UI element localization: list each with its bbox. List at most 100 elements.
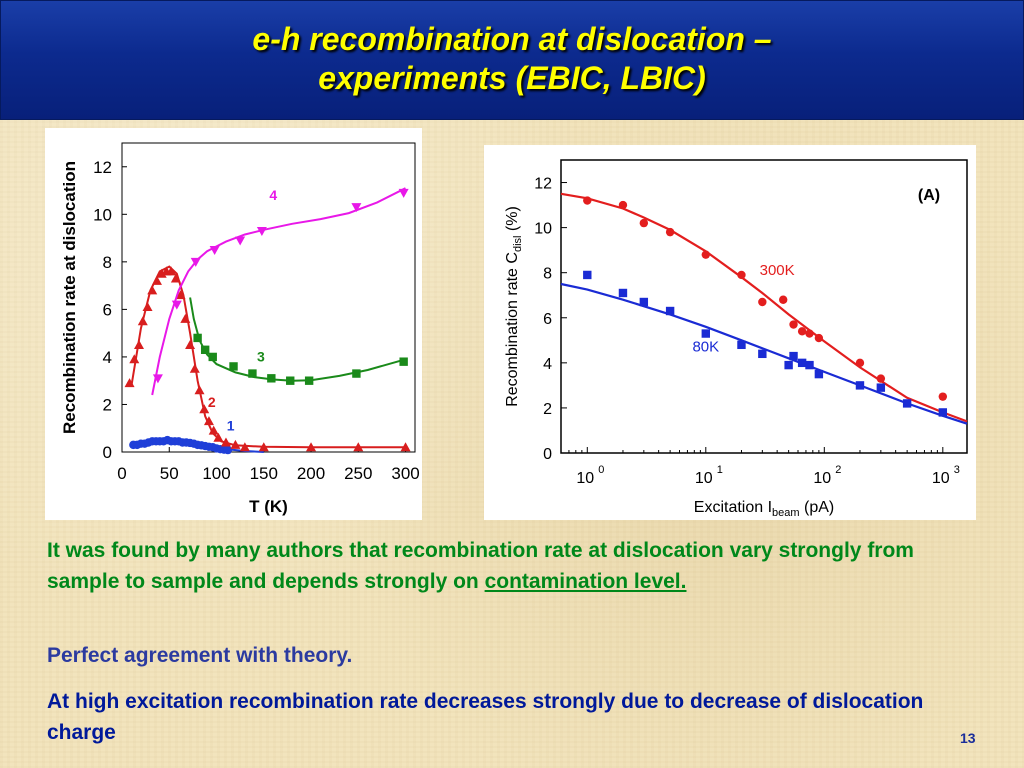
data-point-300K	[855, 358, 865, 368]
data-point-series-2	[353, 442, 364, 452]
data-point-series-1	[223, 445, 233, 455]
y-tick-label: 0	[543, 446, 552, 463]
x-tick-label: 10	[576, 470, 594, 487]
data-point-series-2	[208, 425, 219, 435]
y-axis-label: Recombination rate Cdisl (%)	[504, 206, 524, 407]
y-tick-label: 8	[103, 253, 112, 272]
fit-line-300K	[560, 192, 968, 423]
data-point-300K	[789, 320, 798, 329]
data-point-80K	[938, 408, 948, 417]
y-axis-label: Recombination rate at dislocation	[60, 161, 79, 434]
plot-frame	[121, 142, 416, 453]
plot-frame	[560, 159, 968, 454]
x-axis-label-main: Excitation I	[694, 499, 772, 516]
slide-header	[0, 0, 1024, 120]
data-point-series-3	[286, 376, 295, 385]
series-label-300K: 300K	[760, 262, 795, 279]
data-point-series-2	[189, 363, 200, 373]
fit-line-series-2	[130, 265, 406, 449]
data-point-series-3	[399, 357, 408, 366]
data-point-series-4	[152, 374, 163, 384]
data-point-80K	[701, 329, 710, 338]
data-point-series-3	[304, 376, 314, 385]
y-tick-label: 0	[103, 443, 112, 462]
data-point-series-2	[147, 285, 158, 295]
data-point-80K	[758, 349, 767, 359]
data-point-300K	[758, 297, 767, 307]
data-point-80K	[814, 369, 824, 379]
data-point-300K	[737, 270, 746, 280]
data-point-80K	[855, 381, 865, 390]
data-point-80K	[797, 358, 807, 368]
x-axis-label-unit: (pA)	[800, 499, 835, 516]
x-tick-label: 200	[297, 464, 325, 483]
x-tick-label: 300	[391, 464, 419, 483]
y-tick-label: 6	[103, 300, 112, 319]
y-axis-label-main: Recombination rate C	[504, 252, 521, 407]
contamination-level-underlined: contamination level.	[484, 570, 687, 593]
data-point-80K	[665, 306, 675, 316]
data-point-300K	[938, 392, 948, 401]
y-axis-label-sub: disl	[512, 236, 524, 253]
data-point-300K	[814, 333, 824, 343]
data-point-series-3	[208, 352, 217, 362]
x-tick-label: 10	[932, 470, 950, 487]
x-tick-label: 50	[160, 464, 179, 483]
paragraph-contamination-text: It was found by many authors that recomb…	[47, 539, 914, 593]
y-tick-label: 4	[103, 348, 112, 367]
x-tick-label: 250	[344, 464, 372, 483]
data-point-series-3	[200, 345, 210, 354]
x-tick-label: 10	[813, 470, 831, 487]
chart-excitation: 0 2 4 6 8 10 12 10 0 10 1 10 2 10 3 Excitation Ibeam (p…	[484, 145, 976, 520]
data-point-series-2	[203, 416, 214, 426]
data-point-series-2	[129, 354, 140, 364]
data-point-series-2	[175, 290, 186, 300]
data-point-300K	[805, 329, 814, 338]
x-axis-label: T (K)	[249, 497, 288, 516]
y-tick-label: 4	[543, 356, 552, 373]
data-point-80K	[737, 340, 746, 350]
data-point-series-2	[199, 404, 210, 414]
data-point-series-4	[256, 226, 267, 236]
data-point-300K	[701, 250, 710, 259]
data-point-80K	[805, 360, 814, 370]
y-axis-label-unit: (%)	[504, 206, 521, 235]
data-point-series-2	[151, 275, 162, 285]
data-point-80K	[784, 360, 793, 370]
x-axis-label-sub: beam	[772, 507, 800, 519]
data-point-series-4	[351, 203, 362, 213]
series-label-4: 4	[269, 187, 277, 203]
data-point-series-4	[209, 245, 220, 255]
data-point-300K	[639, 218, 649, 228]
y-tick-label: 6	[543, 311, 552, 328]
x-axis-label: Excitation Ibeam (pA)	[694, 499, 834, 519]
data-point-80K	[876, 383, 886, 392]
data-point-series-4	[190, 257, 201, 267]
data-point-300K	[779, 295, 788, 304]
x-tick-exponent: 1	[717, 464, 723, 476]
data-point-300K	[876, 374, 886, 383]
data-point-300K	[797, 327, 807, 336]
paragraph-high-excitation: At high excitation recombination rate de…	[47, 690, 924, 744]
x-tick-label: 150	[250, 464, 278, 483]
y-tick-label: 10	[93, 205, 112, 224]
data-point-series-2	[170, 273, 181, 283]
y-tick-label: 12	[534, 176, 552, 193]
data-point-80K	[902, 399, 912, 408]
data-point-series-2	[185, 340, 196, 350]
chart-temperature: 0 2 4 6 8 10 12 0 50 100 150 200 250 300 T (K) Recombin…	[45, 128, 422, 520]
data-point-series-2	[258, 442, 269, 452]
series-label-2: 2	[208, 394, 216, 410]
data-point-300K	[665, 227, 675, 237]
y-tick-label: 12	[93, 158, 112, 177]
data-point-series-2	[142, 302, 153, 312]
data-point-series-2	[194, 385, 205, 395]
y-tick-label: 10	[534, 221, 552, 238]
data-point-80K	[639, 297, 649, 307]
x-tick-exponent: 3	[954, 464, 960, 476]
slide-title: e-h recombination at dislocation – exper…	[0, 20, 1024, 98]
x-tick-label: 100	[202, 464, 230, 483]
data-point-series-2	[180, 313, 191, 323]
data-point-series-4	[398, 188, 409, 198]
y-tick-label: 2	[543, 401, 552, 418]
